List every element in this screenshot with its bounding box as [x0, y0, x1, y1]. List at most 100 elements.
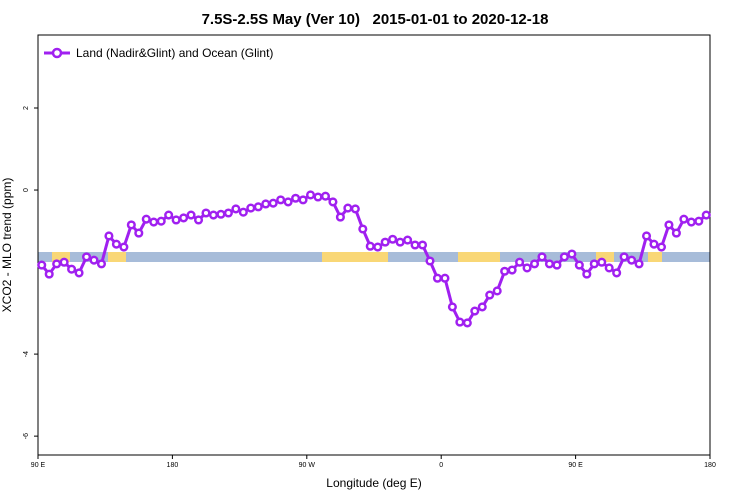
data-point: [492, 286, 502, 296]
data-point: [44, 269, 54, 279]
data-point: [141, 214, 151, 224]
data-point: [216, 209, 226, 219]
data-point: [380, 237, 390, 247]
data-point: [619, 252, 629, 262]
data-point: [186, 210, 196, 220]
data-point: [37, 260, 47, 270]
data-point: [246, 203, 256, 213]
data-point: [328, 197, 338, 207]
data-point: [81, 252, 92, 262]
data-point: [425, 256, 435, 266]
data-point: [440, 273, 450, 283]
data-point: [679, 214, 689, 224]
data-point: [335, 212, 345, 222]
data-point: [552, 260, 562, 270]
data-point: [283, 197, 293, 207]
x-tick-label: 90 E: [31, 462, 46, 469]
data-point: [350, 204, 360, 214]
data-point: [537, 252, 547, 262]
legend: Land (Nadir&Glint) and Ocean (Glint): [44, 46, 273, 60]
data-point: [447, 302, 457, 312]
y-tick-label: 0: [23, 188, 30, 192]
data-point: [559, 252, 569, 262]
y-tick-label: -6: [23, 433, 30, 439]
data-point: [455, 317, 465, 327]
land-ocean-band: [38, 252, 710, 262]
data-point: [694, 216, 704, 226]
plot-frame: [37, 34, 711, 456]
data-point: [589, 259, 599, 269]
data-point: [305, 190, 316, 200]
data-point: [201, 208, 211, 218]
data-point: [574, 260, 584, 270]
x-tick-label: 90 E: [568, 462, 583, 469]
data-point: [485, 290, 495, 300]
data-point: [477, 302, 487, 312]
data-point: [462, 318, 472, 328]
x-tick-label: 180: [704, 462, 716, 469]
data-point: [373, 242, 383, 252]
data-point: [268, 198, 278, 208]
y-tick-label: 2: [23, 106, 30, 110]
data-point: [164, 210, 174, 220]
data-point: [515, 257, 525, 267]
data-point: [320, 191, 331, 201]
data-point: [52, 259, 62, 269]
data-point: [582, 269, 592, 279]
data-point: [470, 306, 480, 316]
data-point: [604, 263, 614, 273]
data-point: [298, 195, 308, 205]
chart-title: 7.5S-2.5S May (Ver 10) 2015-01-01 to 202…: [202, 11, 549, 28]
data-point: [544, 259, 555, 269]
data-point: [291, 193, 301, 203]
data-point: [111, 239, 121, 249]
y-axis-label: XCO2 - MLO trend (ppm): [0, 178, 14, 313]
data-point: [597, 257, 607, 267]
data-point: [403, 235, 413, 245]
data-point: [417, 240, 428, 250]
data-point: [656, 242, 667, 252]
data-point: [627, 255, 637, 265]
data-point: [231, 204, 241, 214]
data-point: [567, 249, 577, 259]
legend-marker: [51, 47, 63, 59]
data-point: [126, 220, 136, 230]
legend-label: Land (Nadir&Glint) and Ocean (Glint): [76, 46, 273, 60]
data-point: [179, 213, 189, 223]
data-point: [59, 257, 69, 267]
data-point: [96, 259, 107, 269]
x-axis-label: Longitude (deg E): [326, 476, 421, 490]
data-point: [223, 208, 233, 218]
data-point: [89, 255, 99, 265]
data-point: [134, 228, 144, 238]
data-point: [507, 265, 517, 275]
data-point: [67, 264, 77, 274]
data-point: [193, 215, 204, 225]
data-point: [171, 215, 181, 225]
data-point: [365, 241, 375, 251]
data-point: [343, 203, 353, 213]
data-point: [612, 268, 622, 278]
data-point: [701, 210, 711, 220]
data-point: [74, 268, 84, 278]
data-point: [104, 231, 114, 241]
data-point: [686, 217, 696, 227]
data-point: [500, 266, 510, 276]
data-point: [671, 228, 681, 238]
data-point: [395, 237, 405, 247]
x-tick-label: 0: [439, 462, 443, 469]
data-point: [358, 224, 368, 234]
data-point: [276, 195, 286, 205]
data-point: [156, 216, 166, 226]
data-point: [432, 273, 443, 283]
x-tick-label: 180: [167, 462, 179, 469]
data-point: [529, 259, 540, 269]
data-point: [313, 192, 323, 202]
data-point: [522, 263, 532, 273]
data-point: [410, 240, 420, 250]
data-point: [208, 210, 219, 220]
data-point: [119, 242, 129, 252]
data-point: [238, 207, 248, 217]
x-tick-label: 90 W: [299, 462, 316, 469]
